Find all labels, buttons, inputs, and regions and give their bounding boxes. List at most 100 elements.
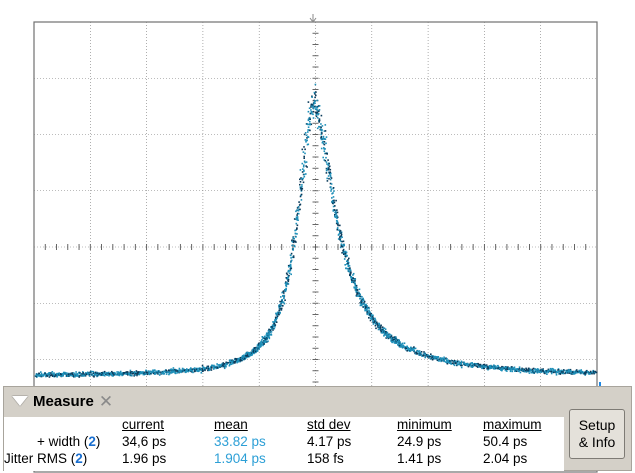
waveform-sample: [310, 104, 312, 107]
waveform-sample: [91, 374, 93, 376]
cell-mean: 33.82 ps: [214, 434, 266, 449]
waveform-sample: [366, 306, 368, 309]
waveform-sample: [338, 229, 341, 232]
waveform-sample: [285, 277, 288, 279]
waveform-sample: [411, 349, 414, 352]
row-name-suffix: ): [95, 434, 101, 449]
waveform-sample: [518, 369, 521, 372]
waveform-sample: [231, 359, 233, 362]
waveform-sample: [294, 232, 297, 235]
collapse-triangle-icon[interactable]: [12, 396, 28, 406]
waveform-sample: [299, 186, 302, 188]
waveform-sample: [281, 291, 283, 294]
waveform-sample: [162, 372, 164, 375]
waveform-sample: [466, 364, 469, 367]
waveform-sample: [223, 367, 226, 370]
cell-maximum: 50.4 ps: [483, 434, 528, 449]
waveform-sample: [276, 314, 278, 316]
waveform-sample: [274, 324, 277, 326]
waveform-sample: [306, 137, 308, 139]
waveform-sample: [384, 330, 387, 333]
waveform-sample: [217, 364, 220, 366]
waveform-sample: [147, 371, 149, 374]
waveform-sample: [467, 365, 470, 368]
waveform-sample: [328, 177, 330, 180]
waveform-sample: [58, 374, 61, 377]
waveform-sample: [147, 370, 150, 372]
waveform-sample: [512, 367, 514, 369]
waveform-sample: [174, 371, 176, 374]
waveform-sample: [62, 375, 64, 377]
waveform-sample: [246, 355, 248, 358]
waveform-sample: [114, 373, 117, 375]
waveform-sample: [296, 224, 299, 227]
waveform-sample: [494, 365, 497, 367]
waveform-sample: [202, 370, 204, 372]
waveform-sample: [297, 219, 299, 221]
waveform-sample: [380, 331, 383, 334]
waveform-sample: [366, 308, 368, 310]
waveform-sample: [376, 322, 378, 325]
waveform-sample: [372, 318, 374, 320]
waveform-sample: [60, 374, 63, 376]
waveform-sample: [458, 360, 460, 363]
waveform-trace: [34, 83, 598, 378]
waveform-sample: [295, 236, 297, 238]
waveform-sample: [268, 334, 271, 336]
waveform-sample: [480, 364, 483, 367]
waveform-sample: [446, 358, 448, 360]
waveform-sample: [404, 347, 406, 349]
waveform-sample: [284, 289, 286, 291]
waveform-sample: [309, 112, 312, 115]
waveform-sample: [368, 309, 370, 312]
waveform-sample: [40, 371, 42, 373]
waveform-sample: [66, 374, 69, 376]
waveform-sample: [457, 363, 459, 366]
waveform-sample: [56, 372, 58, 375]
waveform-sample: [401, 342, 404, 345]
waveform-sample: [419, 354, 421, 356]
waveform-sample: [397, 340, 399, 342]
waveform-sample: [517, 368, 520, 370]
waveform-sample: [307, 126, 310, 128]
waveform-sample: [264, 336, 267, 338]
waveform-sample: [97, 374, 100, 377]
waveform-sample: [145, 372, 148, 375]
waveform-sample: [275, 312, 277, 315]
close-icon[interactable]: ✕: [98, 391, 114, 411]
waveform-sample: [430, 355, 433, 357]
waveform-sample: [121, 373, 123, 375]
waveform-sample: [418, 353, 420, 355]
waveform-sample: [71, 375, 74, 377]
waveform-sample: [308, 116, 311, 119]
waveform-sample: [374, 324, 377, 327]
waveform-sample: [346, 260, 348, 263]
waveform-sample: [282, 294, 284, 297]
waveform-sample: [508, 368, 510, 371]
waveform-sample: [290, 252, 293, 255]
waveform-sample: [497, 365, 499, 367]
waveform-sample: [341, 252, 343, 254]
waveform-sample: [239, 356, 242, 359]
waveform-sample: [310, 109, 312, 111]
waveform-sample: [276, 317, 278, 320]
waveform-sample: [439, 359, 442, 361]
waveform-sample: [454, 361, 456, 363]
waveform-sample: [190, 371, 193, 373]
waveform-sample: [155, 370, 157, 373]
waveform-sample: [254, 350, 257, 353]
waveform-sample: [321, 132, 323, 134]
waveform-sample: [279, 311, 281, 314]
measure-header[interactable]: Measure ✕: [12, 391, 134, 411]
waveform-sample: [482, 367, 485, 370]
setup-info-button[interactable]: Setup & Info: [569, 409, 625, 459]
waveform-sample: [349, 274, 351, 277]
waveform-sample: [47, 373, 49, 376]
waveform-sample: [106, 373, 109, 376]
waveform-sample: [316, 109, 319, 112]
waveform-sample: [210, 369, 213, 371]
waveform-sample: [393, 336, 396, 338]
waveform-sample: [394, 342, 397, 344]
waveform-sample: [349, 267, 351, 269]
waveform-sample: [353, 287, 356, 289]
